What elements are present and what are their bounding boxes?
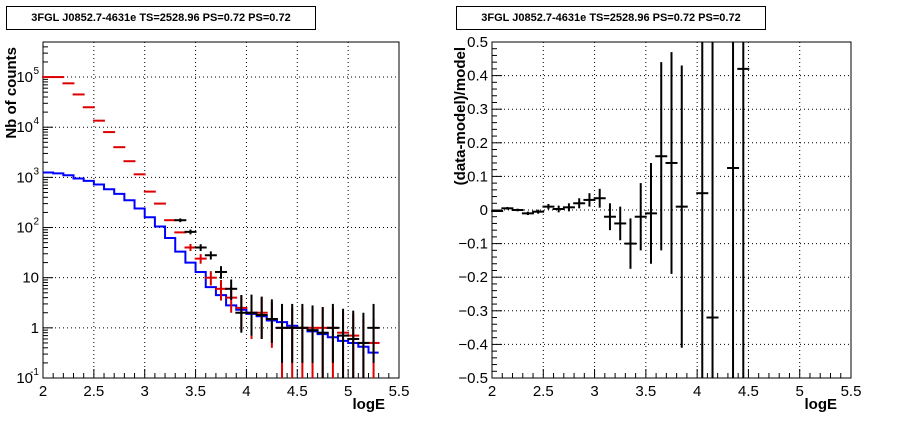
- y-tick-label: 10: [16, 169, 33, 186]
- data-point: [215, 279, 227, 301]
- data-point: [286, 303, 299, 363]
- data-point: [583, 193, 596, 207]
- data-point: [737, 42, 750, 378]
- data-point: [204, 251, 217, 260]
- data-point: [511, 208, 524, 212]
- data-point: [306, 305, 319, 363]
- data-point: [706, 42, 719, 378]
- data-point: [603, 203, 616, 231]
- data-point: [357, 312, 370, 378]
- y-tick-label: 10: [16, 69, 33, 86]
- y-tick-exponent: 4: [33, 116, 39, 127]
- y-axis-label: (data-model)/model: [452, 47, 469, 185]
- y-tick-label: −0.3: [458, 303, 488, 320]
- x-axis-label: logE: [353, 396, 386, 413]
- y-tick-exponent: 5: [33, 66, 39, 77]
- data-point: [204, 271, 217, 286]
- data-point: [655, 62, 668, 251]
- x-tick-label: 2: [488, 383, 496, 400]
- data-point: [521, 211, 534, 216]
- data-point: [215, 266, 227, 279]
- data-point: [644, 162, 657, 264]
- right-chart-title: 3FGL J0852.7-4631e TS=2528.96 PS=0.72 PS…: [456, 6, 766, 30]
- y-tick-exponent: 3: [33, 166, 39, 177]
- y-axis-label: Nb of counts: [3, 47, 20, 139]
- data-point: [665, 52, 678, 274]
- x-tick-label: 3: [141, 383, 149, 400]
- data-point: [225, 279, 238, 300]
- model-step-line: [43, 171, 379, 354]
- x-tick-label: 4.5: [738, 383, 759, 400]
- data-point: [634, 183, 647, 251]
- data-point: [491, 210, 504, 213]
- x-tick-label: 3: [590, 383, 598, 400]
- y-tick-label: 10: [16, 370, 33, 387]
- x-tick-label: 5.5: [841, 383, 862, 400]
- x-tick-label: 3.5: [185, 383, 206, 400]
- y-tick-label: 0.1: [467, 168, 488, 185]
- x-tick-label: 5.5: [389, 383, 410, 400]
- plot-frame: [42, 41, 400, 379]
- data-point: [727, 42, 740, 378]
- y-tick-label: −0.5: [458, 370, 488, 387]
- data-point: [624, 218, 637, 269]
- data-point: [367, 303, 380, 363]
- data-point: [593, 188, 606, 208]
- x-tick-label: 2.5: [83, 383, 104, 400]
- y-tick-label: 0.5: [467, 34, 488, 51]
- x-tick-label: 4: [693, 383, 701, 400]
- chart-panel-1: 2 2.5 3 3.5 4 4.5 5 5.5 −0.5 −0.4 −0.3 −0.2 −0.1 0 0.1…: [452, 34, 861, 413]
- x-tick-label: 3.5: [635, 383, 656, 400]
- data-point: [265, 299, 278, 343]
- data-point: [337, 308, 350, 378]
- data-point: [696, 42, 709, 378]
- data-point: [552, 205, 565, 213]
- data-point: [542, 203, 555, 210]
- x-tick-label: 5: [344, 383, 352, 400]
- data-point: [326, 303, 339, 363]
- data-point: [194, 244, 207, 252]
- data-point: [184, 229, 197, 235]
- data-point: [276, 303, 289, 363]
- x-tick-label: 4: [242, 383, 250, 400]
- x-tick-label: 2.5: [533, 383, 554, 400]
- y-tick-label: 10: [22, 270, 39, 287]
- data-point: [184, 243, 197, 252]
- data-point: [532, 209, 545, 214]
- data-point: [614, 206, 627, 241]
- y-tick-label: 0.2: [467, 135, 488, 152]
- data-point: [562, 203, 575, 212]
- x-tick-label: 2: [39, 383, 47, 400]
- data-point: [174, 218, 187, 223]
- data-point: [235, 295, 248, 333]
- y-tick-label: 10: [16, 119, 33, 136]
- data-point: [296, 303, 309, 363]
- x-tick-label: 4.5: [287, 383, 308, 400]
- y-tick-label: 0: [480, 202, 488, 219]
- data-point: [675, 65, 688, 348]
- y-tick-exponent: -1: [30, 367, 39, 378]
- y-tick-label: −0.1: [458, 236, 488, 253]
- data-point: [255, 296, 268, 339]
- left-chart-title: 3FGL J0852.7-4631e TS=2528.96 PS=0.72 PS…: [6, 6, 316, 30]
- data-point: [194, 254, 207, 264]
- data-point: [245, 294, 258, 336]
- data-point: [316, 307, 329, 378]
- y-tick-label: 1: [31, 320, 39, 337]
- y-tick-label: −0.4: [458, 336, 488, 353]
- x-axis-label: logE: [805, 396, 838, 413]
- data-point: [347, 310, 360, 378]
- y-tick-exponent: 2: [33, 217, 39, 228]
- y-tick-label: 0.4: [467, 68, 488, 85]
- data-point: [501, 206, 514, 210]
- data-point: [573, 198, 586, 209]
- y-tick-label: 10: [16, 220, 33, 237]
- y-tick-label: −0.2: [458, 269, 488, 286]
- x-tick-label: 5: [796, 383, 804, 400]
- y-tick-label: 0.3: [467, 101, 488, 118]
